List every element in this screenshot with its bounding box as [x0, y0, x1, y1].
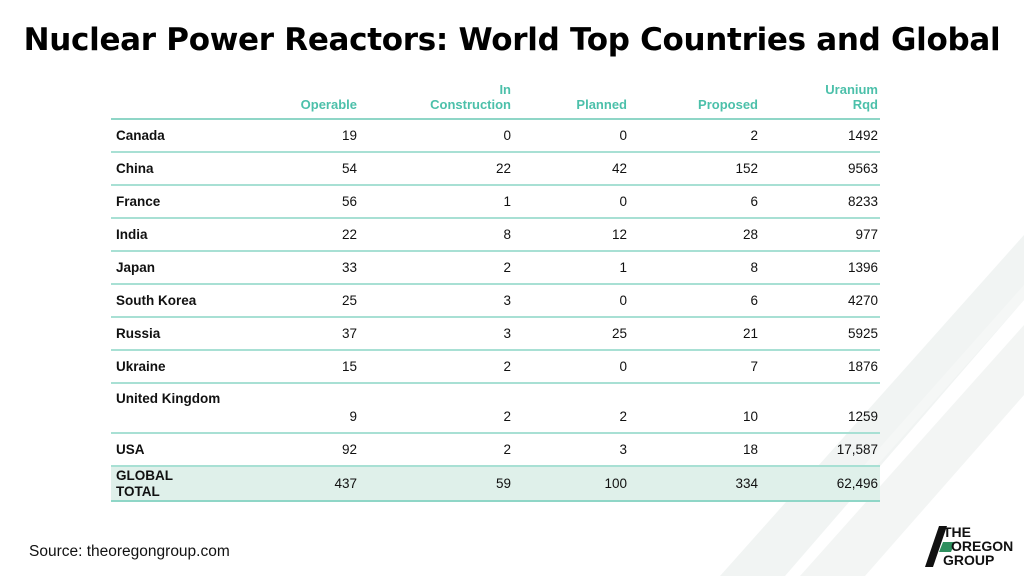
country-cell: France [116, 194, 161, 209]
column-header-country [111, 79, 241, 119]
value-cell-planned: 25 [611, 326, 627, 341]
value-cell-in-construction: 2 [503, 359, 511, 374]
logo-line-3: GROUP [943, 552, 995, 568]
value-cell-planned: 0 [619, 359, 627, 374]
country-cell: South Korea [116, 293, 197, 308]
table-row-usa: USA 92 2 3 18 17,587 [111, 433, 880, 466]
reactor-table: Operable In Construction Planned Proposed Ura… [111, 79, 880, 502]
value-cell-uranium-rqd: 4270 [847, 293, 878, 308]
value-cell-in-construction: 1 [503, 194, 511, 209]
table-row-ukraine: Ukraine 15 2 0 7 1876 [111, 350, 880, 383]
value-cell-operable: 15 [341, 359, 357, 374]
value-cell-planned: 12 [611, 227, 627, 242]
oregon-group-logo-mark [925, 526, 955, 567]
data-table-container: Operable In Construction Planned Proposed Ura… [111, 79, 880, 502]
value-cell-in-construction: 59 [495, 476, 511, 491]
table-row-japan: Japan 33 2 1 8 1396 [111, 251, 880, 284]
table-row-india: India 22 8 12 28 977 [111, 218, 880, 251]
company-logo: THE OREGON GROUP [925, 524, 1015, 569]
value-cell-operable: 33 [341, 260, 357, 275]
value-cell-in-construction: 8 [503, 227, 511, 242]
column-header-operable: Operable [300, 97, 357, 112]
value-cell-proposed: 18 [742, 442, 758, 457]
value-cell-in-construction: 2 [503, 409, 511, 424]
column-header-uranium-rqd: Uranium Rqd [825, 82, 878, 112]
value-cell-proposed: 6 [750, 293, 758, 308]
value-cell-operable: 19 [341, 128, 357, 143]
value-cell-uranium-rqd: 17,587 [836, 442, 878, 457]
value-cell-uranium-rqd: 5925 [847, 326, 878, 341]
value-cell-in-construction: 2 [503, 260, 511, 275]
value-cell-operable: 37 [341, 326, 357, 341]
value-cell-in-construction: 0 [503, 128, 511, 143]
value-cell-proposed: 7 [750, 359, 758, 374]
value-cell-planned: 1 [619, 260, 627, 275]
country-cell: China [116, 161, 154, 176]
value-cell-proposed: 2 [750, 128, 758, 143]
value-cell-proposed: 334 [735, 476, 758, 491]
value-cell-uranium-rqd: 1396 [847, 260, 878, 275]
value-cell-in-construction: 3 [503, 326, 511, 341]
value-cell-operable: 92 [341, 442, 357, 457]
country-cell: GLOBAL TOTAL [116, 467, 173, 499]
value-cell-in-construction: 3 [503, 293, 511, 308]
bg-stripe-3 [860, 285, 1024, 470]
value-cell-operable: 437 [334, 476, 357, 491]
country-cell: Japan [116, 260, 156, 275]
column-header-proposed: Proposed [698, 97, 758, 112]
table-row-united-kingdom: United Kingdom 9 2 2 10 1259 [111, 383, 880, 433]
value-cell-operable: 54 [341, 161, 357, 176]
value-cell-uranium-rqd: 1492 [847, 128, 878, 143]
value-cell-planned: 100 [604, 476, 627, 491]
value-cell-planned: 0 [619, 128, 627, 143]
value-cell-uranium-rqd: 62,496 [836, 476, 878, 491]
value-cell-operable: 9 [349, 409, 357, 424]
value-cell-uranium-rqd: 1876 [847, 359, 878, 374]
logo-line-2: OREGON [951, 538, 1014, 554]
table-row-canada: Canada 19 0 0 2 1492 [111, 119, 880, 152]
value-cell-in-construction: 2 [503, 442, 511, 457]
table-header-row: Operable In Construction Planned Proposed Ura… [111, 79, 880, 119]
value-cell-uranium-rqd: 1259 [847, 409, 878, 424]
value-cell-uranium-rqd: 977 [855, 227, 878, 242]
country-cell: Russia [116, 326, 161, 341]
table-row-france: France 56 1 0 6 8233 [111, 185, 880, 218]
table-row-global-total: GLOBAL TOTAL 437 59 100 334 62,496 [111, 466, 880, 501]
value-cell-planned: 3 [619, 442, 627, 457]
column-header-in-construction: In Construction [430, 82, 511, 112]
column-header-planned: Planned [576, 97, 627, 112]
value-cell-planned: 2 [619, 409, 627, 424]
value-cell-proposed: 21 [742, 326, 758, 341]
value-cell-operable: 22 [341, 227, 357, 242]
value-cell-proposed: 8 [750, 260, 758, 275]
country-cell: United Kingdom [116, 391, 221, 406]
value-cell-uranium-rqd: 9563 [847, 161, 878, 176]
value-cell-proposed: 10 [742, 409, 758, 424]
country-cell: USA [116, 442, 145, 457]
country-cell: Ukraine [116, 359, 166, 374]
country-cell: India [116, 227, 148, 242]
value-cell-planned: 0 [619, 293, 627, 308]
table-row-russia: Russia 37 3 25 21 5925 [111, 317, 880, 350]
value-cell-planned: 0 [619, 194, 627, 209]
table-row-china: China 54 22 42 152 9563 [111, 152, 880, 185]
logo-line-1: THE [943, 524, 971, 540]
page-title: Nuclear Power Reactors: World Top Countr… [23, 22, 1001, 58]
value-cell-operable: 25 [341, 293, 357, 308]
value-cell-proposed: 28 [742, 227, 758, 242]
country-cell: Canada [116, 128, 165, 143]
bg-stripe-1 [720, 235, 1024, 576]
bg-stripe-2 [800, 325, 1024, 576]
value-cell-operable: 56 [341, 194, 357, 209]
value-cell-proposed: 6 [750, 194, 758, 209]
value-cell-in-construction: 22 [495, 161, 511, 176]
source-note: Source: theoregongroup.com [29, 543, 230, 560]
value-cell-planned: 42 [611, 161, 627, 176]
table-row-south-korea: South Korea 25 3 0 6 4270 [111, 284, 880, 317]
value-cell-uranium-rqd: 8233 [847, 194, 878, 209]
value-cell-proposed: 152 [735, 161, 758, 176]
